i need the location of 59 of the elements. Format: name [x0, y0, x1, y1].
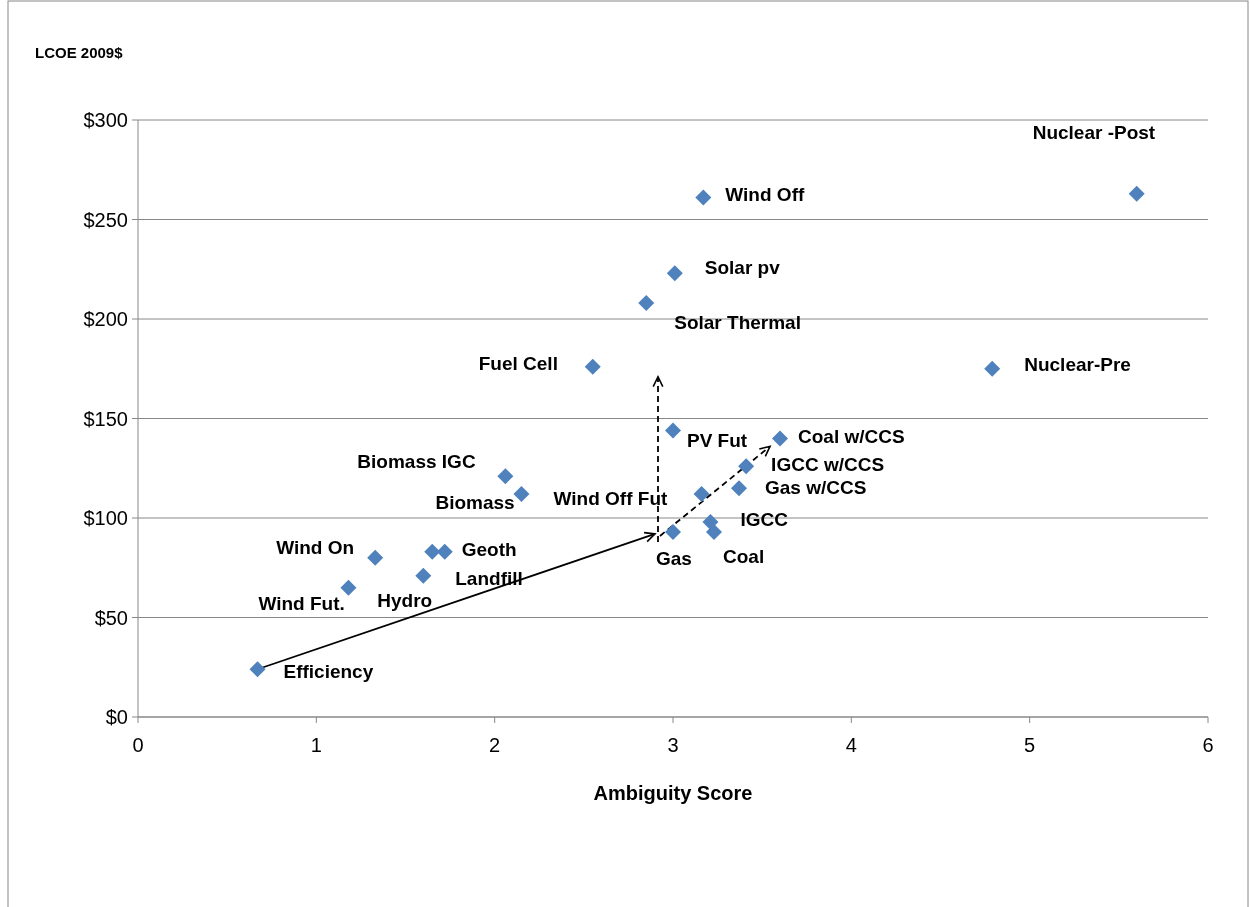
annotation: Biomass IGC [357, 450, 476, 472]
annotation: Wind Off [725, 184, 805, 206]
point [513, 486, 530, 503]
annotation: Efficiency [283, 660, 374, 682]
x-tick-label: 6 [1202, 734, 1214, 756]
point [738, 458, 755, 475]
point [340, 579, 357, 596]
y-tick-label: $150 [83, 407, 128, 430]
x-tick-label: 4 [845, 734, 857, 756]
y-tick-label: $200 [83, 308, 128, 330]
annotation: Gas [656, 547, 692, 569]
annotation: Geoth [461, 539, 517, 561]
x-tick-label: 0 [132, 734, 144, 756]
annotation: IGCC w/CCS [771, 453, 885, 475]
point [584, 358, 601, 375]
point [1128, 185, 1145, 202]
point [665, 523, 681, 540]
annotation: Gas w/CCS [764, 476, 867, 498]
y-tick-label: $0 [105, 706, 128, 728]
point [730, 480, 747, 497]
annotation: Coal [723, 545, 765, 567]
annotation: Biomass [435, 491, 515, 513]
annotation: Coal w/CCS [798, 426, 905, 448]
point [249, 661, 266, 678]
annotation: Fuel Cell [478, 353, 558, 375]
annotation: Nuclear-Pre [1024, 354, 1131, 376]
annotation: Solar Thermal [674, 311, 801, 333]
annotation: Wind On [276, 537, 355, 559]
x-tick-label: 1 [310, 734, 322, 756]
annotation: Hydro [377, 590, 433, 612]
y-tick-label: $50 [94, 606, 128, 629]
point [666, 265, 683, 282]
point [367, 549, 384, 566]
annotation: Nuclear -Post [1032, 122, 1156, 144]
point [436, 543, 453, 560]
point [695, 189, 712, 206]
annotation: PV Fut [687, 430, 748, 452]
y-tick-label: $100 [83, 507, 128, 529]
y-axis-title: LCOE 2009$ [35, 44, 124, 61]
annotation: Wind Off Fut [553, 487, 668, 509]
point [638, 295, 655, 312]
annotation: Landfill [455, 568, 523, 590]
annotation: Wind Fut. [258, 593, 345, 615]
x-tick-label: 3 [667, 734, 679, 756]
y-tick-label: $250 [83, 208, 128, 231]
x-tick-label: 2 [489, 734, 501, 756]
point [497, 468, 514, 485]
point [693, 486, 710, 503]
point [772, 430, 788, 447]
point [424, 543, 441, 560]
annotation: IGCC [740, 508, 789, 530]
point [984, 360, 1001, 377]
x-tick-label: 5 [1024, 734, 1036, 756]
annotation: Solar pv [704, 256, 781, 278]
point [665, 422, 681, 439]
point [415, 567, 432, 584]
y-tick-label: $300 [83, 109, 128, 131]
x-axis-title: Ambiguity Score [593, 782, 753, 804]
point [706, 523, 723, 540]
